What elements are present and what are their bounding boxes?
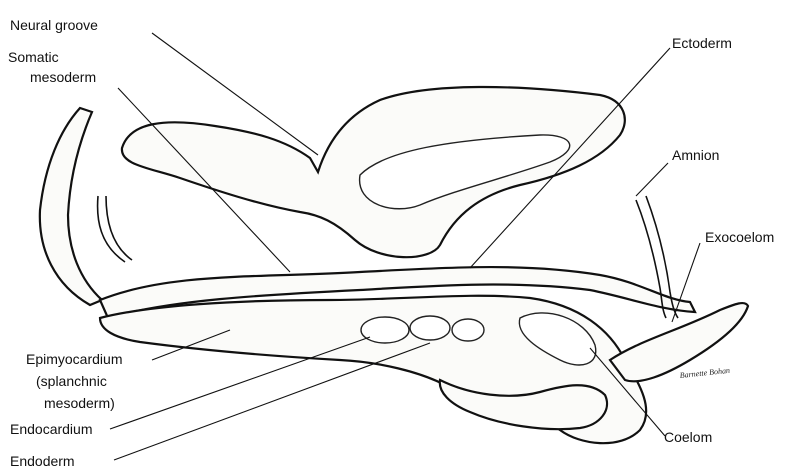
label-splanchnic-mesoderm: mesoderm) [44, 395, 115, 411]
leader-amnion [635, 162, 669, 197]
ectoderm-layer [98, 265, 697, 320]
leader-epimyocardium [151, 329, 231, 361]
artist-signature: Barnette Bohan [679, 366, 730, 380]
coelom-cavity [518, 312, 597, 366]
label-somatic-line1: Somatic [8, 49, 59, 65]
leader-endocardium [109, 336, 371, 430]
left-inner-strand-2 [105, 195, 133, 261]
label-ectoderm: Ectoderm [672, 35, 732, 51]
label-exocoelom: Exocoelom [705, 229, 774, 245]
label-endocardium: Endocardium [10, 421, 93, 437]
lower-cap [438, 378, 608, 431]
label-epimyocardium: Epimyocardium [26, 351, 122, 367]
label-amnion: Amnion [672, 147, 719, 163]
label-splanchnic: (splanchnic [36, 373, 107, 389]
right-extension [608, 301, 750, 383]
right-amnion-strand [635, 199, 667, 319]
heart-cavity-2 [409, 315, 451, 341]
leader-ectoderm [469, 47, 671, 269]
heart-cavity-1 [360, 316, 410, 344]
heart-cavity-3 [451, 318, 485, 342]
leader-somatic-mesoderm [117, 87, 291, 273]
leader-neural-groove [151, 32, 319, 156]
left-inner-strand [96, 195, 126, 263]
neural-plate-lumen [359, 134, 571, 210]
leader-exocoelom [671, 242, 701, 323]
left-amnion-strand [38, 106, 105, 307]
label-neural-groove: Neural groove [10, 17, 98, 33]
leader-coelom [589, 347, 666, 437]
label-endoderm: Endoderm [10, 453, 75, 469]
label-somatic-line2: mesoderm [30, 69, 96, 85]
leader-endoderm [113, 342, 431, 461]
right-amnion-strand-2 [645, 195, 679, 319]
label-coelom: Coelom [664, 429, 712, 445]
